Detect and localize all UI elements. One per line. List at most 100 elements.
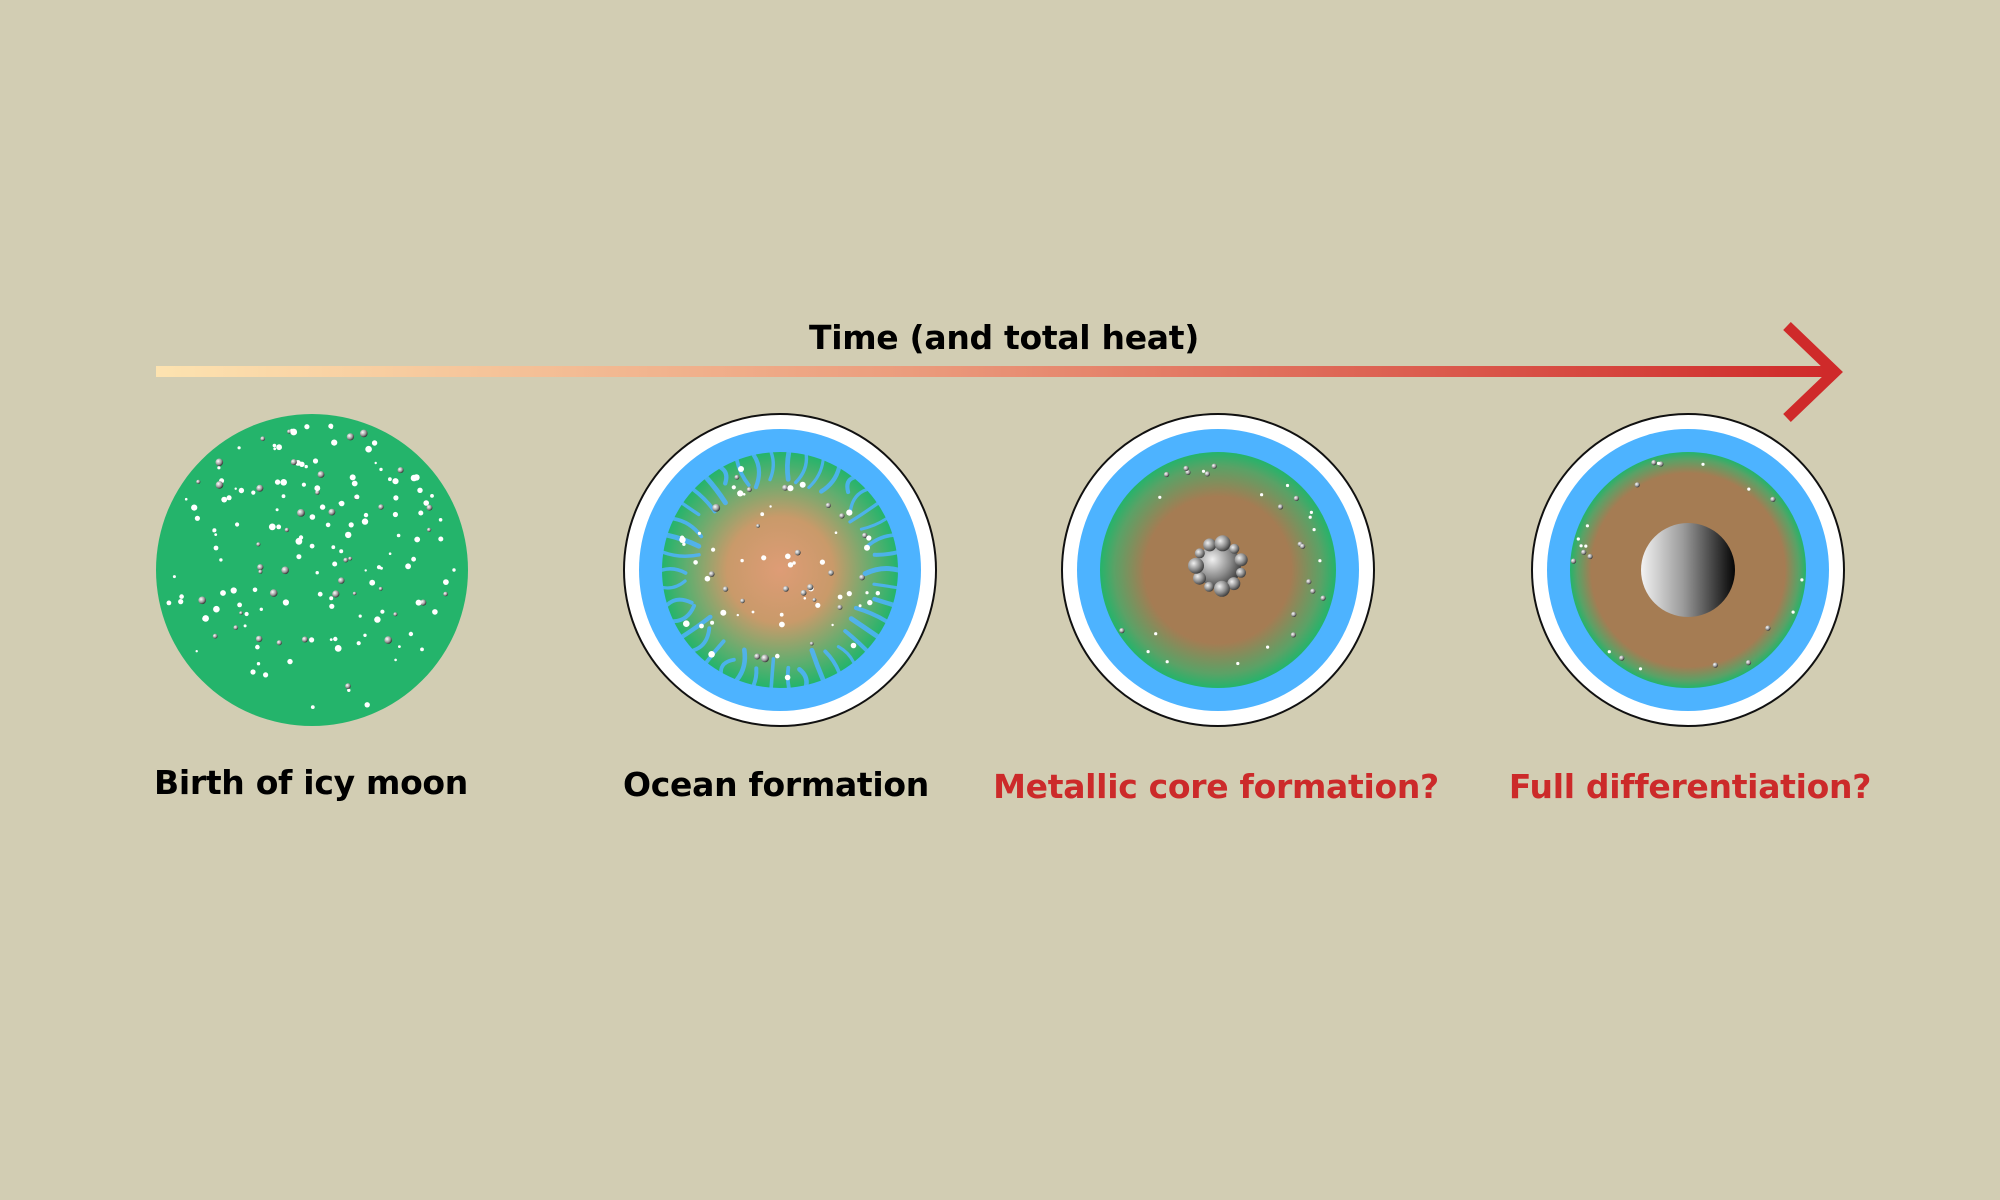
particle [418, 510, 424, 516]
particle [380, 609, 385, 614]
particle [194, 515, 200, 521]
particle [276, 640, 282, 646]
particle [304, 464, 308, 469]
particle [1585, 524, 1589, 528]
particle [408, 631, 414, 637]
particle [769, 505, 772, 508]
particle [256, 542, 261, 547]
particle [799, 481, 806, 488]
particle [1634, 482, 1640, 488]
particle [736, 613, 739, 617]
melt-channel [836, 645, 856, 664]
particle [376, 565, 382, 570]
particle [415, 599, 422, 606]
particle [275, 508, 279, 512]
particle [325, 522, 331, 528]
particle [276, 444, 282, 451]
metal-droplet [1194, 548, 1205, 559]
particle [301, 636, 308, 643]
particle [1791, 610, 1795, 614]
particle [800, 589, 807, 596]
metal-droplet [1193, 571, 1206, 585]
moon-birth-of-icy-moon [156, 414, 468, 726]
particle [226, 495, 232, 501]
metal-droplet [1213, 580, 1230, 597]
particle [837, 594, 843, 600]
particle [779, 621, 785, 628]
particle [364, 702, 370, 708]
particle [212, 633, 218, 639]
melt-channel [680, 501, 701, 517]
melt-channel [691, 626, 712, 653]
particle [345, 531, 352, 539]
particle [230, 587, 237, 594]
particle [779, 612, 784, 617]
melt-channel [848, 488, 869, 514]
particle [235, 522, 240, 527]
stage-label-metallic-core-formation: Metallic core formation? [993, 767, 1439, 806]
particle [815, 602, 821, 608]
particle [317, 471, 325, 478]
particle [1158, 495, 1162, 499]
melt-channel [809, 647, 826, 683]
particle [787, 562, 794, 568]
particle [828, 570, 834, 576]
particle [1119, 628, 1125, 634]
particle [310, 705, 315, 709]
particle [331, 439, 338, 446]
particle [865, 591, 869, 595]
particle [1309, 510, 1313, 514]
particle [1765, 625, 1771, 631]
moon-1-ice-particles [166, 423, 456, 709]
particle [301, 482, 306, 487]
particle [858, 604, 862, 608]
particle [378, 504, 384, 510]
particle [315, 490, 320, 495]
particle [214, 533, 218, 536]
particle [1651, 460, 1657, 466]
particle [809, 641, 814, 646]
particle [255, 644, 260, 650]
particle [281, 494, 286, 499]
particle [862, 532, 868, 539]
particle [837, 604, 843, 610]
metal-droplet [1204, 581, 1215, 592]
particle [346, 433, 354, 441]
metal-droplet [1229, 543, 1240, 554]
particle [233, 625, 239, 630]
particle [1310, 588, 1316, 594]
particle [831, 623, 834, 627]
moon-1-body [156, 414, 468, 726]
particle [760, 512, 765, 517]
particle [315, 571, 319, 575]
melt-channel [671, 603, 697, 624]
particle [220, 590, 226, 596]
particle [1300, 543, 1306, 549]
particle [393, 495, 399, 501]
particle [1312, 528, 1316, 532]
particle [761, 555, 767, 561]
particle [803, 597, 807, 600]
particle [1165, 660, 1169, 664]
moon-3-metal-blob-cluster [1188, 535, 1248, 597]
particle [397, 467, 404, 474]
particle [1164, 471, 1170, 478]
particle [363, 512, 369, 518]
particle [290, 459, 297, 466]
particle [239, 611, 243, 615]
time-arrow-shaft [156, 366, 1828, 377]
particle [317, 591, 323, 597]
moon-4-metal-core [1641, 523, 1735, 617]
particle [443, 579, 449, 585]
particle [782, 484, 789, 491]
particle [363, 633, 367, 637]
particle [338, 501, 342, 505]
time-arrow-head [1783, 322, 1843, 422]
time-axis-label: Time (and total heat) [808, 318, 1200, 357]
particle [215, 481, 224, 489]
particle [1570, 558, 1577, 564]
particle [361, 518, 369, 525]
particle [332, 590, 340, 598]
particle [274, 479, 281, 485]
stage-label-birth-of-icy-moon: Birth of icy moon [153, 763, 469, 802]
